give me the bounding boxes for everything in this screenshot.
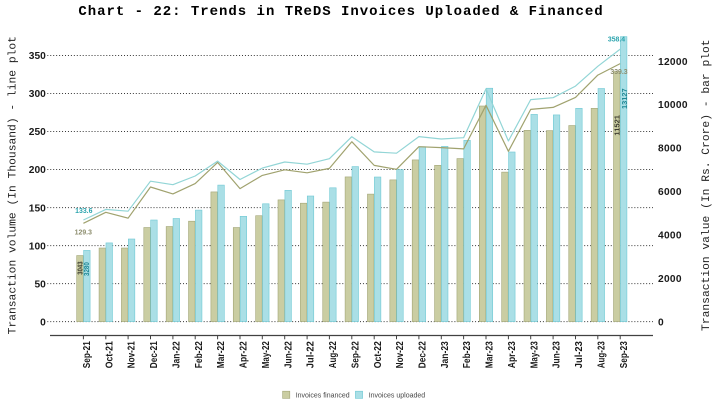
svg-text:Jul-23: Jul-23 [574, 341, 585, 368]
svg-text:3280: 3280 [84, 262, 91, 276]
svg-text:8000: 8000 [658, 144, 682, 155]
svg-text:Jun-22: Jun-22 [283, 341, 294, 368]
svg-text:Apr-22: Apr-22 [239, 341, 250, 368]
svg-text:Invoices uploaded: Invoices uploaded [369, 391, 426, 400]
svg-text:11521: 11521 [614, 115, 621, 136]
svg-text:Transaction volume (In Thousan: Transaction volume (In Thousand) - line … [8, 36, 20, 334]
svg-text:Dec-21: Dec-21 [149, 341, 160, 368]
svg-text:May-22: May-22 [261, 341, 272, 368]
svg-text:Oct-22: Oct-22 [373, 341, 384, 368]
svg-text:300: 300 [29, 89, 46, 100]
svg-text:Dec-22: Dec-22 [418, 341, 429, 368]
svg-text:Jul-22: Jul-22 [306, 341, 317, 368]
svg-text:50: 50 [34, 279, 46, 290]
svg-text:3043: 3043 [78, 261, 85, 274]
svg-text:Invoices financed: Invoices financed [296, 391, 350, 400]
svg-text:100: 100 [29, 241, 46, 252]
svg-text:200: 200 [29, 165, 46, 176]
svg-text:Aug-23: Aug-23 [596, 341, 607, 368]
svg-text:133.6: 133.6 [75, 208, 92, 215]
svg-text:10000: 10000 [658, 100, 688, 111]
svg-text:Nov-22: Nov-22 [395, 341, 406, 368]
svg-text:Feb-23: Feb-23 [462, 341, 473, 368]
svg-text:13127: 13127 [622, 88, 629, 109]
svg-text:Aug-22: Aug-22 [328, 341, 339, 368]
svg-text:Jun-23: Jun-23 [552, 341, 563, 368]
svg-text:Jan-23: Jan-23 [440, 341, 451, 368]
svg-text:Sep-23: Sep-23 [619, 341, 630, 368]
svg-text:Feb-22: Feb-22 [194, 341, 205, 368]
svg-text:Transaction value (In Rs. Cror: Transaction value (In Rs. Crore) - bar p… [701, 39, 713, 331]
svg-text:6000: 6000 [658, 187, 682, 198]
svg-text:Chart - 22: Trends in TReDS In: Chart - 22: Trends in TReDS Invoices Upl… [78, 4, 603, 20]
svg-text:Mar-22: Mar-22 [216, 341, 227, 368]
svg-text:12000: 12000 [658, 57, 688, 68]
svg-text:0: 0 [40, 317, 46, 328]
svg-text:Mar-23: Mar-23 [485, 341, 496, 368]
svg-text:358.4: 358.4 [608, 37, 625, 44]
svg-text:Sep-22: Sep-22 [350, 341, 361, 368]
svg-text:Jan-22: Jan-22 [172, 341, 183, 368]
svg-text:0: 0 [658, 317, 664, 328]
svg-text:Apr-23: Apr-23 [507, 341, 518, 368]
svg-text:May-23: May-23 [529, 341, 540, 368]
svg-text:150: 150 [29, 203, 46, 214]
svg-text:2000: 2000 [658, 274, 682, 285]
svg-text:4000: 4000 [658, 231, 682, 242]
svg-text:350: 350 [29, 51, 46, 62]
svg-text:Oct-21: Oct-21 [104, 341, 115, 368]
svg-text:Sep-21: Sep-21 [82, 341, 93, 368]
svg-text:Nov-21: Nov-21 [127, 341, 138, 368]
svg-text:129.3: 129.3 [75, 229, 92, 236]
svg-text:339.3: 339.3 [610, 69, 627, 76]
svg-text:250: 250 [29, 127, 46, 138]
